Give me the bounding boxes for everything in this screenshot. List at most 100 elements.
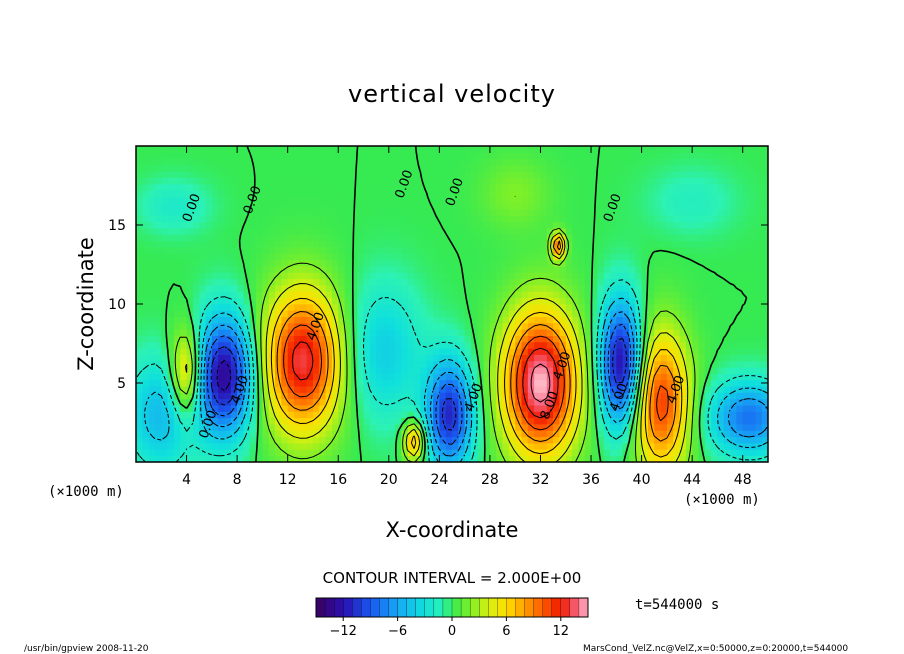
heat-cell (641, 348, 649, 355)
heat-cell (142, 373, 149, 381)
heat-cell (452, 430, 459, 438)
heat-cell (755, 360, 763, 368)
heat-cell (243, 259, 251, 267)
heat-cell (439, 341, 447, 349)
heat-cell (572, 379, 579, 387)
heat-cell (749, 259, 756, 267)
heat-cell (325, 266, 333, 273)
heat-cell (369, 272, 377, 280)
heat-cell (395, 209, 402, 216)
heat-cell (711, 424, 718, 431)
heat-cell (660, 335, 668, 343)
heat-cell (502, 285, 510, 292)
heat-cell (578, 322, 586, 330)
heat-cell (325, 354, 333, 362)
heat-cell (300, 348, 307, 355)
heat-cell (224, 177, 232, 185)
heat-cell (470, 221, 478, 229)
heat-cell (350, 291, 358, 299)
heat-cell (736, 152, 744, 159)
heat-cell (483, 386, 491, 393)
heat-cell (515, 234, 522, 242)
heat-cell (331, 341, 339, 349)
heat-cell (161, 297, 168, 305)
heat-cell (205, 196, 213, 204)
heat-cell (527, 373, 535, 381)
heat-cell (679, 202, 687, 210)
heat-cell (508, 190, 516, 197)
heat-cell (369, 443, 377, 450)
heat-cell (521, 285, 529, 292)
heat-cell (287, 228, 295, 235)
heat-cell (559, 386, 567, 393)
heat-cell (230, 171, 238, 178)
heat-cell (559, 329, 567, 336)
heat-cell (628, 297, 636, 305)
heat-cell (161, 367, 168, 374)
heat-cell (218, 322, 225, 330)
heat-cell (761, 196, 769, 204)
heat-cell (173, 158, 181, 166)
heat-cell (515, 215, 522, 223)
heat-cell (256, 329, 263, 336)
heat-cell (230, 215, 238, 223)
heat-cell (584, 215, 592, 223)
heat-cell (584, 335, 592, 343)
heat-cell (420, 417, 428, 425)
heat-cell (464, 310, 472, 317)
heat-cell (350, 430, 358, 438)
heat-cell (287, 443, 295, 450)
heat-cell (256, 196, 263, 204)
heat-cell (572, 360, 579, 368)
heat-cell (553, 221, 560, 229)
heat-cell (161, 354, 168, 362)
heat-cell (192, 164, 200, 172)
heat-cell (237, 379, 244, 387)
heat-cell (325, 164, 333, 172)
heat-cell (306, 221, 314, 229)
heat-cell (445, 266, 453, 273)
heat-cell (230, 411, 238, 419)
heat-cell (243, 335, 251, 343)
heat-cell (230, 253, 238, 261)
heat-cell (256, 177, 263, 185)
heat-cell (470, 190, 478, 197)
heat-cell (382, 177, 390, 185)
heat-cell (338, 202, 345, 210)
heat-cell (192, 266, 200, 273)
heat-cell (275, 278, 282, 286)
heat-cell (452, 310, 459, 317)
heat-cell (211, 329, 219, 336)
heat-cell (565, 386, 573, 393)
heat-cell (338, 221, 345, 229)
heat-cell (218, 373, 225, 381)
heat-cell (622, 152, 630, 159)
heat-cell (205, 146, 213, 153)
heat-cell (489, 266, 497, 273)
heat-cell (673, 228, 680, 235)
heat-cell (527, 386, 535, 393)
heat-cell (452, 322, 459, 330)
heat-cell (483, 455, 491, 463)
heat-cell (647, 329, 655, 336)
heat-cell (237, 278, 244, 286)
heat-cell (142, 449, 149, 457)
heat-cell (489, 158, 497, 166)
heat-cell (294, 196, 301, 204)
heat-cell (736, 405, 744, 412)
heat-cell (711, 310, 718, 317)
heat-cell (173, 196, 181, 204)
heat-cell (603, 196, 611, 204)
heat-cell (136, 190, 143, 197)
heat-cell (723, 379, 731, 387)
heat-cell (704, 449, 712, 457)
heat-cell (331, 360, 339, 368)
heat-cell (660, 164, 668, 172)
heat-cell (294, 367, 301, 374)
heat-cell (445, 247, 453, 254)
heat-cell (610, 398, 617, 406)
heat-cell (458, 228, 465, 235)
heat-cell (256, 348, 263, 355)
heat-cell (262, 171, 270, 178)
heat-cell (692, 285, 699, 292)
